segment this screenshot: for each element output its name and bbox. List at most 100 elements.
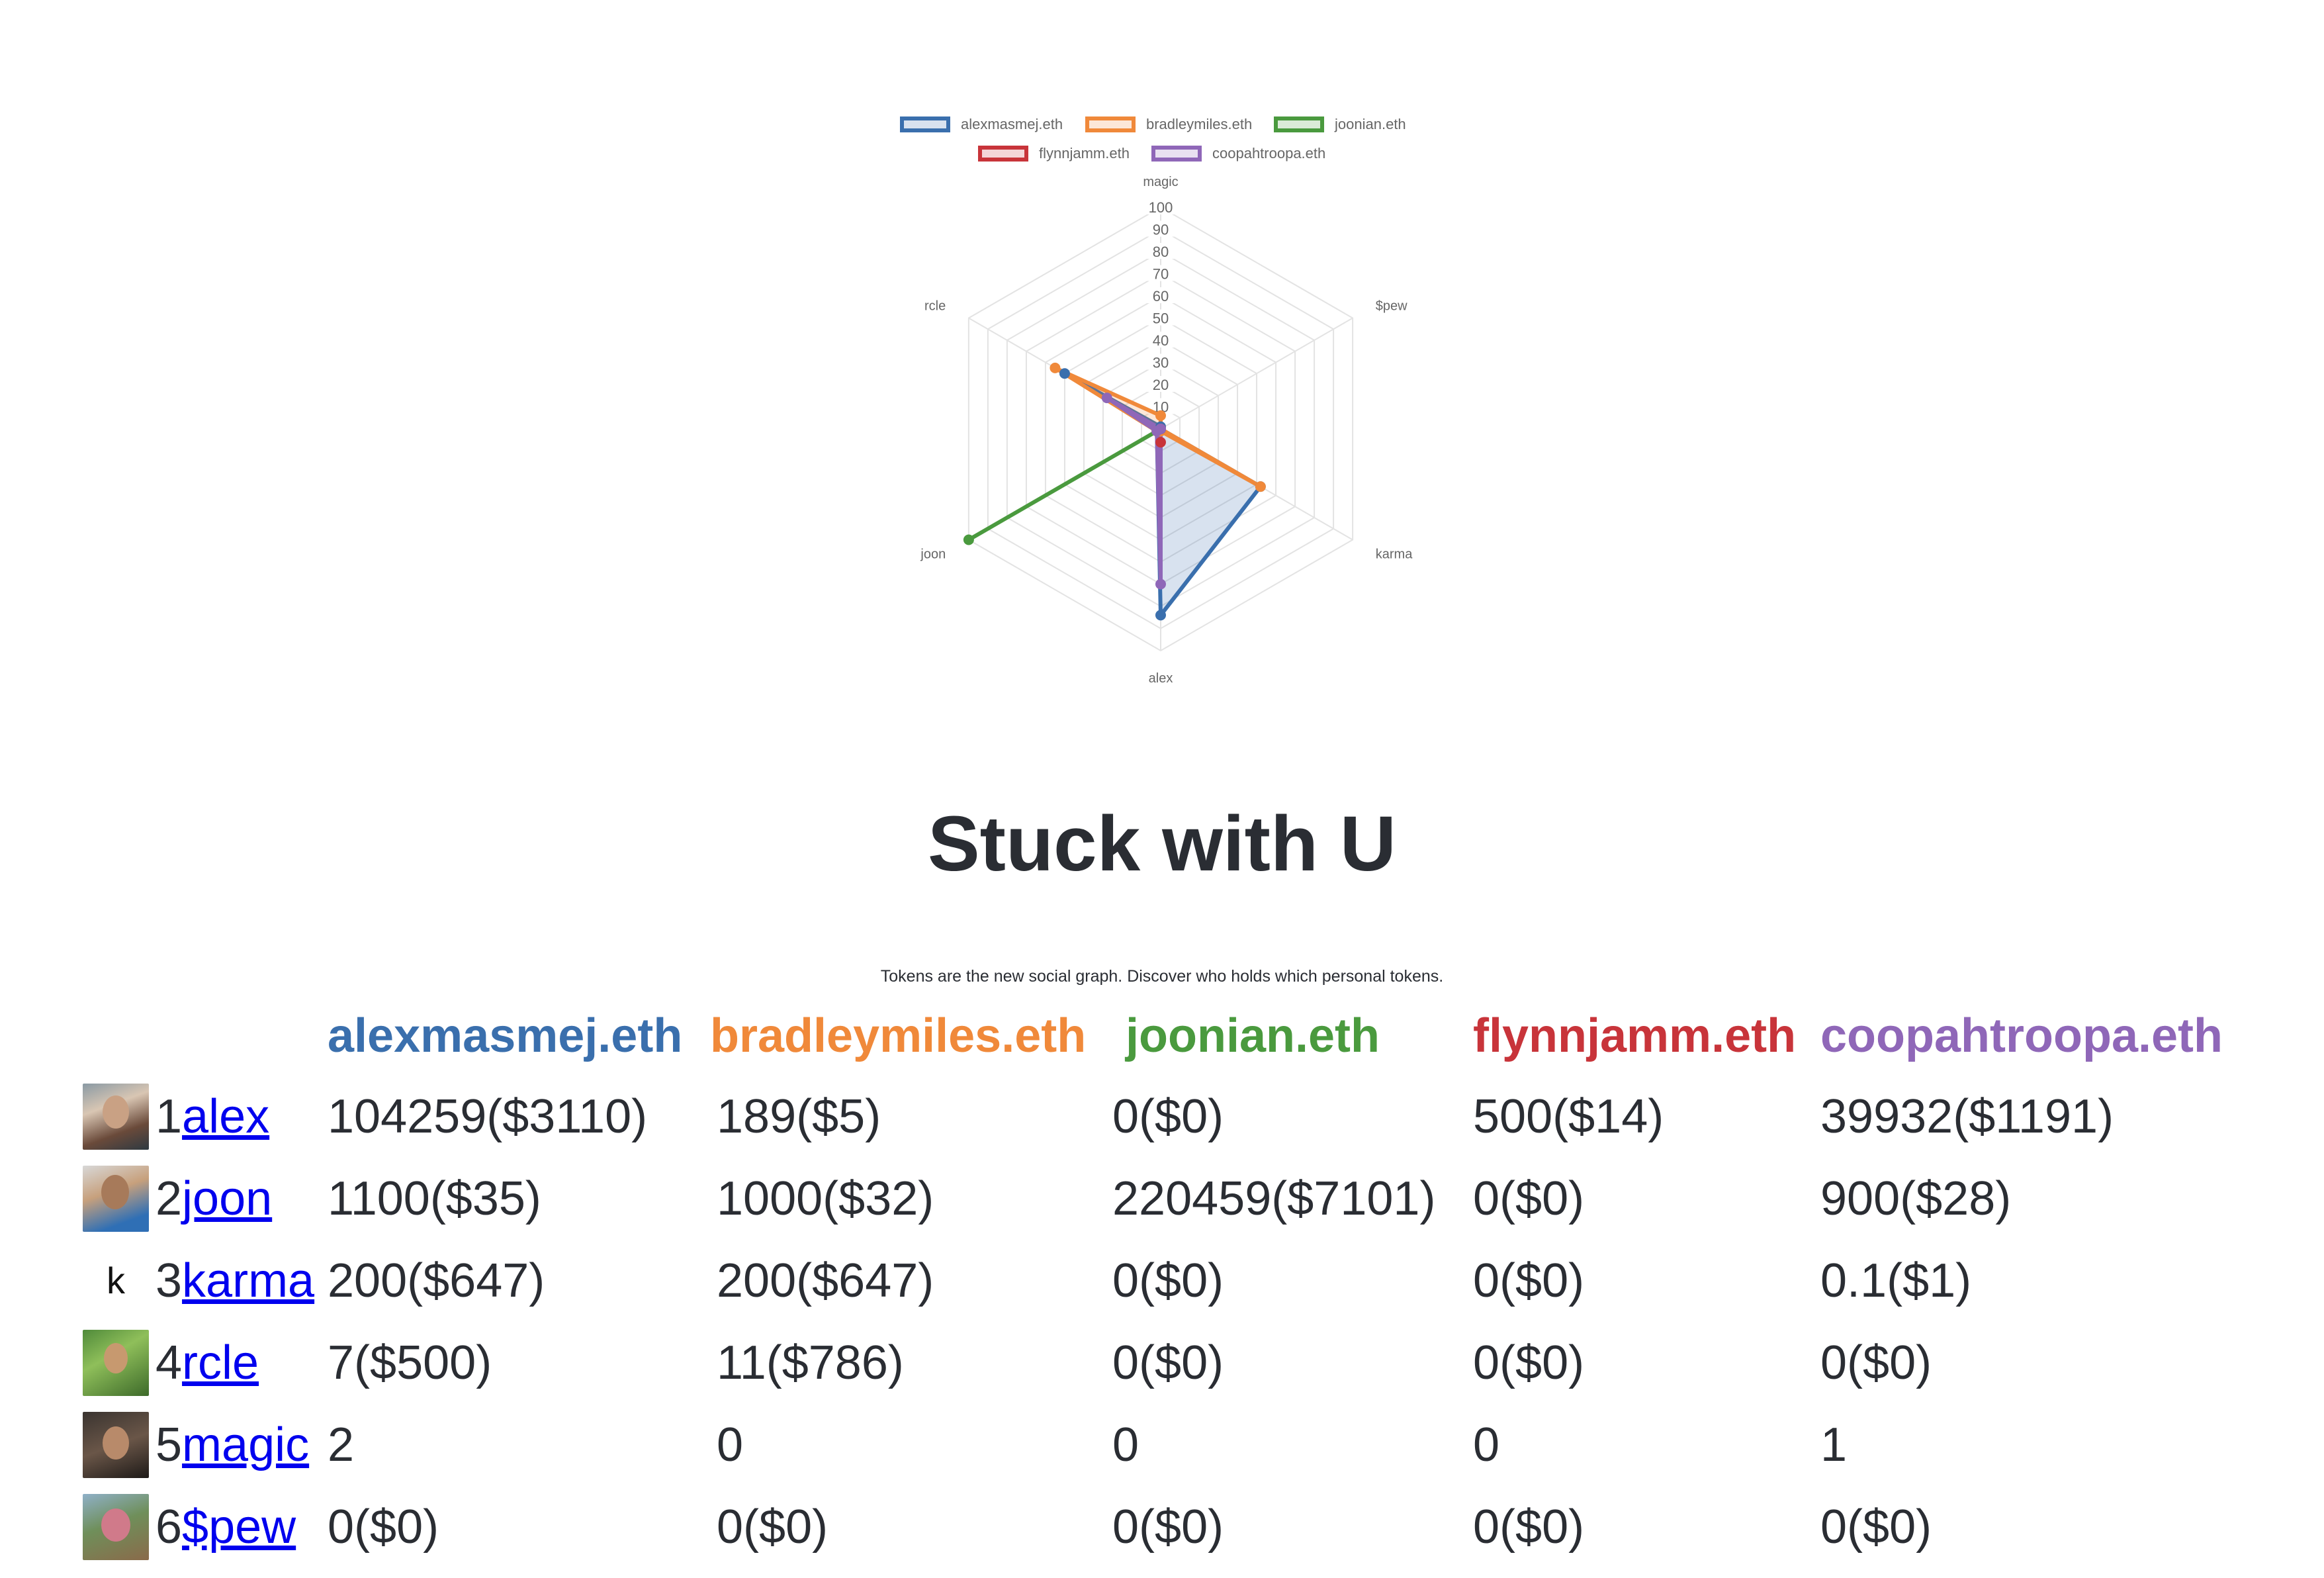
axis-label: alex (1149, 671, 1173, 686)
data-point (1151, 426, 1163, 437)
tick-label: 50 (1153, 310, 1169, 327)
tick-label-backdrop (1145, 199, 1177, 214)
user-cell: 6 $pew (83, 1486, 328, 1568)
table-header-joonian: joonian.eth (1126, 1009, 1380, 1062)
holding-cell: 900($28) (1820, 1172, 2012, 1225)
data-point (1255, 481, 1266, 492)
holding-cell: 0($0) (1112, 1090, 1224, 1143)
tick-label: 80 (1153, 244, 1169, 260)
legend-swatch (1274, 116, 1324, 132)
holding-cell: 1 (1820, 1418, 1848, 1471)
user-cell: 4 rcle (83, 1322, 328, 1404)
legend-item[interactable]: flynnjamm.eth (978, 140, 1130, 167)
holding-cell: 0($0) (1112, 1501, 1224, 1554)
avatar (83, 1330, 149, 1396)
holding-cell: 200($647) (717, 1254, 934, 1307)
table-header-row: alexmasmej.eth bradleymiles.eth joonian.… (83, 996, 2231, 1076)
user-cell: 5 magic (83, 1404, 328, 1486)
holders-table: alexmasmej.eth bradleymiles.eth joonian.… (83, 996, 2231, 1568)
avatar (83, 1084, 149, 1150)
holding-cell: 0($0) (1473, 1172, 1585, 1225)
data-point (1155, 610, 1166, 621)
tick-label: 90 (1153, 222, 1169, 238)
table-header-user (83, 996, 328, 1076)
user-link[interactable]: $pew (182, 1501, 296, 1554)
table-row: 5 magic 2 0 0 0 1 (83, 1404, 2231, 1486)
page-subtitle: Tokens are the new social graph. Discove… (880, 967, 1444, 986)
rank-number: 2 (156, 1172, 183, 1225)
holding-cell: 1000($32) (717, 1172, 934, 1225)
tick-label: 60 (1153, 288, 1169, 304)
axis-label: joon (920, 547, 946, 562)
holding-cell: 0($0) (1473, 1501, 1585, 1554)
holding-cell: 0 (1473, 1418, 1500, 1471)
axis-label: magic (1143, 175, 1178, 189)
user-link[interactable]: karma (182, 1254, 315, 1307)
rank-number: 6 (156, 1501, 183, 1554)
tick-label-backdrop (1145, 353, 1177, 370)
data-point (963, 534, 974, 545)
holding-cell: 0($0) (328, 1501, 439, 1554)
table-row: 6 $pew 0($0) 0($0) 0($0) 0($0) 0($0) (83, 1486, 2231, 1568)
holding-cell: 0($0) (1820, 1501, 1932, 1554)
chart-legend: alexmasmej.eth bradleymiles.eth joonian.et… (0, 0, 2324, 185)
data-point (1155, 579, 1166, 590)
table-header-coopahtroopa: coopahtroopa.eth (1820, 1009, 2223, 1062)
holding-cell: 11($786) (717, 1336, 904, 1389)
holding-cell: 200($647) (328, 1254, 545, 1307)
radar-chart: alexmasmej.eth bradleymiles.eth joonian.et… (0, 0, 2324, 728)
holding-cell: 0.1($1) (1820, 1254, 1972, 1307)
tick-label-backdrop (1145, 243, 1177, 259)
holding-cell: 7($500) (328, 1336, 492, 1389)
tick-label: 40 (1153, 332, 1169, 349)
tick-label: 100 (1149, 199, 1173, 216)
holding-cell: 0 (717, 1418, 744, 1471)
holding-cell: 104259($3110) (328, 1090, 648, 1143)
tick-label-backdrop (1145, 332, 1177, 348)
grid-spoke (1160, 317, 1353, 430)
table-row: 1 alex 104259($3110) 189($5) 0($0) 500($14) 39… (83, 1076, 2231, 1158)
tick-label-backdrop (1145, 265, 1177, 281)
rank-number: 1 (156, 1090, 183, 1143)
data-point (1050, 362, 1061, 373)
user-cell: 2 joon (83, 1158, 328, 1240)
user-link[interactable]: magic (182, 1418, 310, 1471)
holding-cell: 39932($1191) (1820, 1090, 2114, 1143)
axis-label: $pew (1376, 299, 1408, 314)
tick-label: 20 (1153, 377, 1169, 393)
user-link[interactable]: alex (182, 1090, 270, 1143)
holding-cell: 2 (328, 1418, 355, 1471)
data-point (1155, 437, 1166, 448)
user-link[interactable]: rcle (182, 1336, 259, 1389)
holding-cell: 189($5) (717, 1090, 881, 1143)
tick-label-backdrop (1145, 220, 1177, 237)
legend-item[interactable]: alexmasmej.eth (900, 111, 1063, 138)
holding-cell: 500($14) (1473, 1090, 1664, 1143)
data-point (1059, 368, 1070, 379)
user-link[interactable]: joon (182, 1172, 273, 1225)
legend-label: alexmasmej.eth (961, 116, 1063, 132)
page-title: Stuck with U (927, 800, 1397, 888)
legend-label: coopahtroopa.eth (1212, 145, 1326, 162)
avatar: k (83, 1248, 149, 1314)
data-point (1155, 410, 1166, 421)
legend-item[interactable]: bradleymiles.eth (1085, 111, 1252, 138)
legend-item[interactable]: coopahtroopa.eth (1151, 140, 1325, 167)
holding-cell: 0($0) (1473, 1254, 1585, 1307)
axis-label: karma (1376, 547, 1413, 562)
tick-label: 30 (1153, 355, 1169, 371)
tick-label: 70 (1153, 266, 1169, 283)
tick-label-backdrop (1145, 309, 1177, 326)
legend-item[interactable]: joonian.eth (1274, 111, 1406, 138)
user-cell: 1 alex (83, 1076, 328, 1158)
holding-cell: 0($0) (1820, 1336, 1932, 1389)
legend-label: bradleymiles.eth (1146, 116, 1253, 132)
table-row: k 3 karma 200($647) 200($647) 0($0) 0($0) 0.1($… (83, 1240, 2231, 1322)
avatar (83, 1494, 149, 1560)
legend-label: joonian.eth (1335, 116, 1406, 132)
data-point (1101, 393, 1112, 404)
holding-cell: 0($0) (717, 1501, 828, 1554)
table-header-flynnjamm: flynnjamm.eth (1473, 1009, 1797, 1062)
rank-number: 4 (156, 1336, 183, 1389)
user-cell: k 3 karma (83, 1240, 328, 1322)
